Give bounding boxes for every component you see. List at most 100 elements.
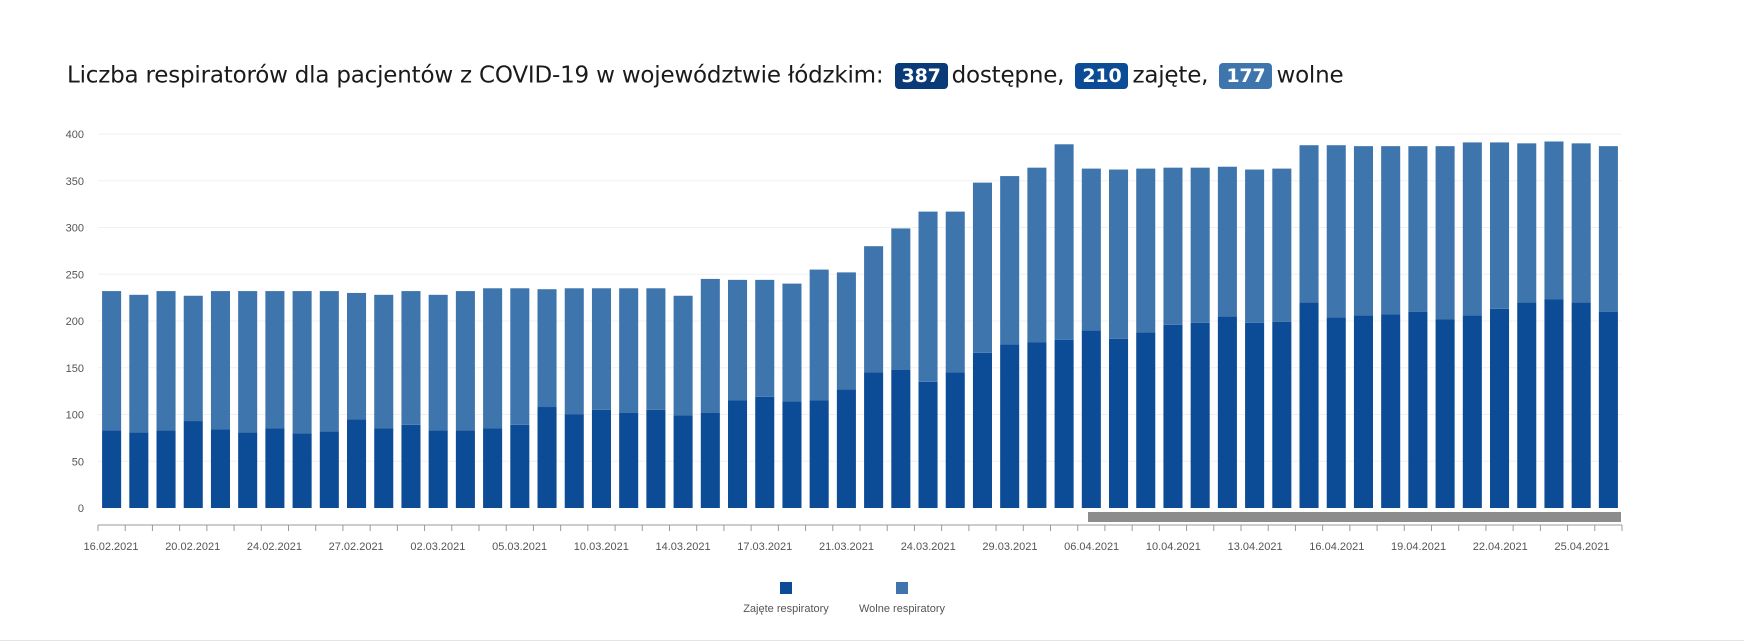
bar-free	[265, 291, 285, 429]
bar-occupied	[183, 421, 203, 508]
bar-occupied	[809, 400, 829, 508]
bar-free	[945, 211, 965, 373]
bar-free	[102, 291, 122, 431]
y-tick-label: 150	[66, 363, 84, 375]
bar-free	[700, 278, 720, 413]
y-tick-label: 300	[66, 223, 84, 235]
bar-occupied	[265, 428, 285, 508]
bar-occupied	[129, 432, 149, 508]
chart-title: Liczba respiratorów dla pacjentów z COVI…	[67, 62, 1344, 89]
bar-free	[537, 289, 557, 408]
bar-occupied	[374, 428, 394, 508]
bar-free	[564, 288, 584, 415]
x-tick-label: 25.04.2021	[1554, 541, 1609, 553]
bar-occupied	[537, 407, 557, 508]
bar-occupied	[1598, 311, 1618, 508]
bar-free	[864, 246, 884, 373]
x-tick-label: 06.04.2021	[1064, 541, 1119, 553]
bar-occupied	[1245, 322, 1265, 508]
legend-swatch	[896, 582, 908, 594]
bar-free	[1081, 168, 1101, 331]
bar-free	[646, 288, 666, 410]
bar-free	[809, 269, 829, 401]
bar-free	[210, 291, 230, 430]
bar-free	[1109, 169, 1129, 339]
bar-free	[891, 228, 911, 370]
bar-occupied	[1190, 322, 1210, 508]
bar-free	[183, 295, 203, 422]
bar-occupied	[1163, 324, 1183, 508]
bar-occupied	[483, 428, 503, 508]
bar-occupied	[319, 431, 339, 508]
bar-occupied	[1517, 302, 1537, 508]
bar-free	[1054, 144, 1074, 340]
y-tick-label: 100	[66, 410, 84, 422]
bar-free	[1163, 167, 1183, 325]
bar-free	[1490, 142, 1510, 309]
bar-occupied	[891, 369, 911, 508]
bar-occupied	[673, 415, 693, 508]
bar-occupied	[1081, 330, 1101, 508]
bar-occupied	[1109, 338, 1129, 508]
bar-occupied	[1490, 308, 1510, 508]
x-tick-label: 24.03.2021	[901, 541, 956, 553]
bar-free	[619, 288, 639, 413]
bar-occupied	[564, 414, 584, 508]
bar-free	[1245, 169, 1265, 323]
bar-occupied	[428, 430, 448, 508]
legend-swatch	[780, 582, 792, 594]
bar-occupied	[1462, 315, 1482, 508]
x-tick-label: 20.02.2021	[165, 541, 220, 553]
bar-occupied	[972, 352, 992, 508]
bar-occupied	[401, 424, 421, 508]
bar-occupied	[646, 409, 666, 508]
bar-occupied	[238, 432, 258, 508]
bar-free	[1408, 146, 1428, 312]
free-label: wolne	[1276, 62, 1344, 89]
x-tick-label: 10.04.2021	[1146, 541, 1201, 553]
bar-free	[918, 211, 938, 382]
bar-occupied	[755, 396, 775, 508]
x-tick-label: 17.03.2021	[737, 541, 792, 553]
bar-occupied	[292, 433, 312, 508]
bar-free	[483, 288, 503, 429]
bar-free	[1136, 168, 1156, 333]
bar-occupied	[945, 372, 965, 508]
bar-free	[673, 295, 693, 416]
y-tick-label: 400	[66, 129, 84, 141]
bar-occupied	[1435, 319, 1455, 508]
bar-occupied	[864, 372, 884, 508]
bar-free	[401, 291, 421, 425]
bar-free	[1462, 142, 1482, 316]
bar-occupied	[1272, 321, 1292, 508]
bar-free	[156, 291, 176, 431]
bar-free	[1000, 176, 1020, 345]
bar-free	[1381, 146, 1401, 315]
x-tick-label: 27.02.2021	[329, 541, 384, 553]
bar-free	[1544, 141, 1564, 300]
bar-occupied	[1544, 299, 1564, 508]
bottom-divider	[0, 640, 1744, 641]
bar-occupied	[1381, 314, 1401, 508]
bar-free	[755, 279, 775, 397]
bar-free	[1326, 145, 1346, 318]
bar-occupied	[1299, 302, 1319, 508]
x-tick-label: 02.03.2021	[410, 541, 465, 553]
bar-free	[319, 291, 339, 432]
bar-free	[238, 291, 258, 433]
bar-occupied	[728, 400, 748, 508]
bar-occupied	[836, 389, 856, 508]
bar-free	[374, 294, 394, 429]
y-tick-label: 350	[66, 176, 84, 188]
bar-free	[1517, 143, 1537, 303]
bar-free	[782, 283, 802, 402]
legend-label: Wolne respiratory	[859, 603, 945, 615]
bar-free	[972, 182, 992, 353]
free-badge: 177	[1219, 62, 1273, 89]
bar-free	[455, 291, 475, 431]
x-tick-label: 29.03.2021	[982, 541, 1037, 553]
bar-occupied	[1027, 342, 1047, 508]
bar-occupied	[1000, 344, 1020, 508]
zoom-scrollbar	[1088, 512, 1621, 522]
